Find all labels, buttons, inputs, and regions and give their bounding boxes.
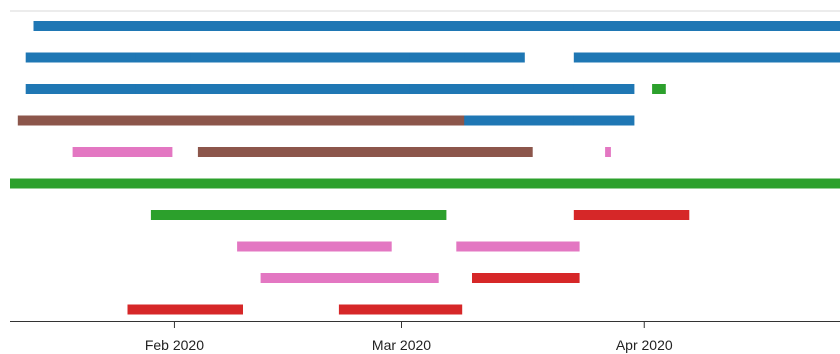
x-tick-label: Feb 2020 [145,337,204,353]
timeline-segment [244,84,306,94]
timeline-segment [573,52,840,63]
timeline-segment [338,304,463,315]
x-tick-label: Apr 2020 [616,337,673,353]
timeline-segment [25,84,87,94]
timeline-segment [519,84,580,94]
timeline-segment [472,273,580,283]
timeline-segment [72,147,173,157]
x-tick-label: Mar 2020 [372,337,431,353]
timeline-segment [409,52,470,63]
timeline-segment [80,115,142,126]
timeline-segment [464,52,525,63]
timeline-segment [80,84,142,94]
timeline-row [25,52,840,63]
timeline-segment [354,84,416,94]
timeline-row [260,273,580,283]
x-axis-ticks: Feb 2020 Mar 2020 Apr 2020 [145,321,673,353]
timeline-segment [190,52,251,63]
timeline-segment [573,210,690,220]
timeline-segment [464,84,525,94]
timeline-segment [354,115,470,126]
timeline-segment [519,115,580,126]
timeline-segment [237,241,392,252]
timeline-rows [10,21,840,315]
timeline-segment [244,115,361,126]
timeline-segment [244,52,306,63]
timeline-row [10,178,840,189]
timeline-row [33,21,840,31]
timeline-segment [464,115,525,126]
timeline-row [17,115,635,126]
timeline-row [25,84,666,94]
timeline-row [127,304,463,315]
timeline-segment [135,84,196,94]
timeline-segment [299,52,361,63]
timeline-row [72,147,611,157]
timeline-segment [190,84,251,94]
timeline-segment [652,84,666,94]
timeline-segment [150,210,447,220]
timeline-segment [135,52,196,63]
timeline-segment [299,84,361,94]
timeline-segment [260,273,439,283]
timeline-segment [10,178,840,189]
timeline-segment [33,21,840,31]
timeline-segment [605,147,611,157]
timeline-segment [573,115,635,126]
timeline-segment [409,84,470,94]
timeline-segment [573,84,635,94]
timeline-segment [127,304,243,315]
timeline-segment [17,115,87,126]
timeline-segment [135,115,251,126]
timeline-segment [25,52,87,63]
timeline-row [150,210,690,220]
timeline-segment [197,147,314,157]
timeline-segment [80,52,142,63]
timeline-segment [354,52,416,63]
timeline-segment [417,147,533,157]
timeline-segment [307,147,423,157]
timeline-segment [456,241,580,252]
timeline-row [237,241,580,252]
